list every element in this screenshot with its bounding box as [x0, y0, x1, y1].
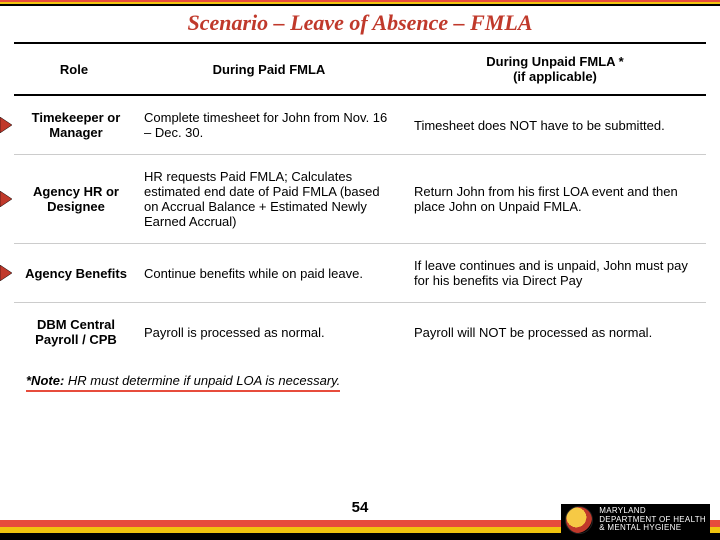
triangle-bullet-icon [0, 117, 14, 133]
page-footer: 54 MARYLAND DEPARTMENT OF HEALTH & MENTA… [0, 492, 720, 540]
unpaid-cell: Timesheet does NOT have to be submitted. [404, 95, 706, 155]
triangle-bullet-icon [0, 265, 14, 281]
role-label: Agency Benefits [25, 266, 127, 281]
unpaid-cell: Return John from his first LOA event and… [404, 155, 706, 244]
role-cell: DBM Central Payroll / CPB [14, 303, 134, 362]
unpaid-cell: Payroll will NOT be processed as normal. [404, 303, 706, 362]
paid-cell: Complete timesheet for John from Nov. 16… [134, 95, 404, 155]
fmla-table: Role During Paid FMLA During Unpaid FMLA… [14, 42, 706, 361]
role-cell: Agency Benefits [14, 244, 134, 303]
triangle-bullet-icon [0, 191, 14, 207]
role-cell: Timekeeper or Manager [14, 95, 134, 155]
col-header-unpaid-line1: During Unpaid FMLA * [486, 54, 623, 69]
paid-cell: Continue benefits while on paid leave. [134, 244, 404, 303]
paid-cell: HR requests Paid FMLA; Calculates estima… [134, 155, 404, 244]
col-header-paid: During Paid FMLA [134, 43, 404, 95]
col-header-role: Role [14, 43, 134, 95]
table-row: Agency Benefits Continue benefits while o… [14, 244, 706, 303]
role-label: Agency HR or Designee [33, 184, 119, 214]
col-header-unpaid: During Unpaid FMLA * (if applicable) [404, 43, 706, 95]
footnote-lead: *Note: [26, 373, 64, 388]
col-header-unpaid-line2: (if applicable) [513, 69, 597, 84]
logo-line3: & MENTAL HYGIENE [599, 524, 706, 533]
table-body: Timekeeper or Manager Complete timesheet … [14, 95, 706, 361]
footnote-text: HR must determine if unpaid LOA is neces… [68, 373, 340, 388]
table-row: Timekeeper or Manager Complete timesheet … [14, 95, 706, 155]
table-row: DBM Central Payroll / CPB Payroll is proc… [14, 303, 706, 362]
table-row: Agency HR or Designee HR requests Paid FM… [14, 155, 706, 244]
agency-logo-text: MARYLAND DEPARTMENT OF HEALTH & MENTAL H… [599, 507, 706, 533]
role-cell: Agency HR or Designee [14, 155, 134, 244]
maryland-seal-icon [565, 506, 593, 534]
paid-cell: Payroll is processed as normal. [134, 303, 404, 362]
top-banner [0, 0, 720, 6]
unpaid-cell: If leave continues and is unpaid, John m… [404, 244, 706, 303]
page-title: Scenario – Leave of Absence – FMLA [0, 0, 720, 42]
fmla-table-area: Role During Paid FMLA During Unpaid FMLA… [0, 42, 720, 361]
table-header-row: Role During Paid FMLA During Unpaid FMLA… [14, 43, 706, 95]
banner-band-3 [0, 4, 720, 6]
role-label: DBM Central Payroll / CPB [35, 317, 117, 347]
role-label: Timekeeper or Manager [32, 110, 121, 140]
footnote: *Note: HR must determine if unpaid LOA i… [0, 361, 720, 392]
agency-logo: MARYLAND DEPARTMENT OF HEALTH & MENTAL H… [561, 504, 710, 536]
